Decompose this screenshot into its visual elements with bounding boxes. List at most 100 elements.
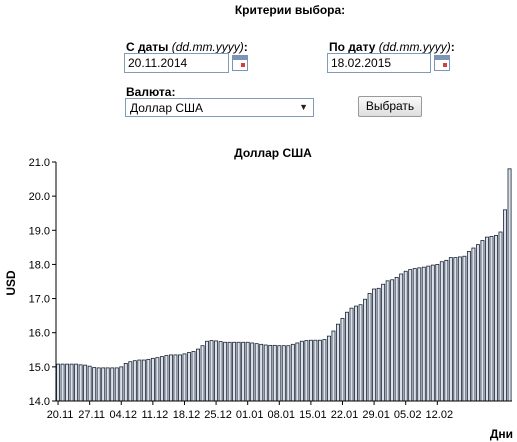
bar — [196, 348, 200, 402]
bar — [480, 240, 485, 402]
bar — [286, 345, 291, 402]
bar — [272, 344, 277, 402]
bar — [498, 231, 503, 402]
bar — [254, 343, 259, 402]
bar — [399, 273, 404, 402]
from-date-input[interactable] — [124, 53, 229, 73]
bar — [385, 280, 390, 402]
bar — [444, 259, 449, 402]
calendar-header-shape — [435, 56, 449, 60]
bar — [507, 168, 512, 402]
bar — [110, 367, 115, 402]
currency-selected-value: Доллар США — [130, 101, 204, 115]
bar — [494, 235, 498, 402]
bar — [295, 342, 300, 402]
bar — [358, 304, 363, 402]
from-date-label: С даты (dd.mm.yyyy): — [126, 40, 248, 54]
from-date-colon: : — [243, 40, 248, 54]
bar — [299, 340, 304, 402]
bar — [485, 236, 489, 402]
bar — [168, 354, 173, 402]
bar — [489, 236, 494, 402]
x-tick-label: 18.12 — [173, 409, 201, 421]
bar — [435, 264, 440, 402]
bar — [363, 298, 368, 402]
bar — [281, 345, 286, 402]
bar — [141, 359, 146, 402]
bar — [146, 358, 151, 402]
bar — [114, 367, 119, 402]
bar — [227, 341, 232, 402]
bar — [308, 339, 313, 402]
bar — [191, 351, 196, 402]
y-tick-label: 16.0 — [29, 328, 50, 340]
bar — [187, 352, 191, 402]
to-date-colon: : — [450, 40, 455, 54]
bar — [354, 305, 358, 402]
bar — [132, 360, 137, 402]
x-axis-label: Дни — [490, 427, 513, 441]
bar — [367, 293, 372, 402]
bar — [137, 359, 142, 402]
x-tick-label: 11.12 — [142, 409, 169, 421]
x-axis: 20.11 27.11 04.12 11.12 18.12 25.12 01.01 08.01… — [47, 400, 512, 421]
bar — [336, 323, 340, 402]
x-tick-label: 15.01 — [299, 409, 327, 421]
bar — [83, 364, 88, 402]
bar — [471, 247, 476, 402]
bar — [313, 339, 318, 402]
bar — [408, 269, 413, 402]
bar — [457, 256, 462, 402]
x-tick-label: 27.11 — [78, 409, 105, 421]
bar — [448, 257, 453, 402]
bar — [236, 341, 241, 402]
x-tick-label: 04.12 — [109, 409, 137, 421]
bar — [74, 363, 79, 402]
bar — [426, 265, 431, 402]
bar — [105, 367, 110, 402]
bar — [128, 361, 133, 402]
from-calendar-icon[interactable] — [232, 55, 248, 71]
y-axis-label: USD — [4, 270, 18, 296]
currency-select[interactable]: Доллар США ▼ — [125, 98, 314, 117]
y-tick-label: 20.0 — [29, 191, 50, 203]
bar — [421, 266, 426, 402]
bar — [155, 357, 160, 402]
x-tick-label: 08.01 — [268, 409, 296, 421]
bar — [394, 276, 399, 402]
bar — [56, 363, 61, 402]
x-tick-label: 05.02 — [394, 409, 422, 421]
criteria-title: Критерии выбора: — [234, 3, 346, 17]
bar — [164, 355, 169, 402]
to-date-format: (dd.mm.yyyy) — [378, 40, 451, 54]
x-tick-label: 12.02 — [426, 409, 454, 421]
bar — [403, 270, 408, 402]
bar — [263, 344, 268, 402]
y-tick-label: 15.0 — [29, 362, 50, 374]
bar — [290, 343, 295, 402]
chevron-down-icon: ▼ — [299, 102, 308, 112]
bar — [205, 340, 210, 402]
bar — [60, 363, 65, 402]
bar — [439, 261, 444, 402]
calendar-header-shape — [233, 56, 247, 60]
bar — [65, 363, 70, 402]
bar — [372, 288, 377, 402]
x-tick-label: 25.12 — [204, 409, 232, 421]
bar — [345, 311, 349, 402]
bar — [259, 343, 264, 402]
bar — [430, 264, 435, 402]
bar — [92, 367, 97, 402]
bar — [503, 209, 507, 402]
to-date-input[interactable] — [327, 53, 431, 73]
to-calendar-icon[interactable] — [434, 55, 450, 71]
bar — [453, 257, 458, 402]
x-tick-label: 20.11 — [47, 409, 74, 421]
bar — [475, 244, 480, 402]
bar — [218, 341, 223, 402]
submit-button[interactable]: Выбрать — [358, 96, 422, 117]
bar — [173, 354, 178, 402]
from-date-format: (dd.mm.yyyy) — [171, 40, 244, 54]
bar — [182, 353, 187, 402]
